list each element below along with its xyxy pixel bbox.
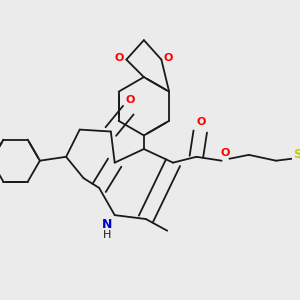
Text: O: O (221, 148, 230, 158)
Text: O: O (196, 117, 206, 127)
Text: O: O (164, 53, 173, 63)
Text: O: O (126, 95, 135, 105)
Text: S: S (293, 148, 300, 161)
Text: O: O (115, 53, 124, 63)
Text: N: N (102, 218, 112, 231)
Text: H: H (103, 230, 111, 240)
